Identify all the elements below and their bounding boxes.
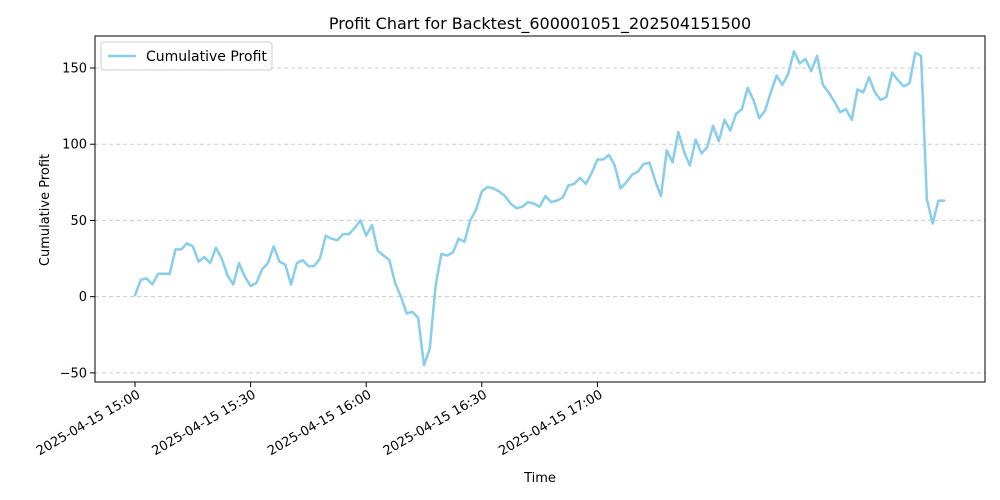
plot-frame [94, 35, 986, 383]
x-tick-label: 2025-04-15 15:30 [150, 387, 259, 459]
x-tick-label: 2025-04-15 16:00 [265, 387, 374, 459]
gridlines [95, 67, 985, 374]
x-tick-label: 2025-04-15 17:00 [496, 387, 605, 459]
x-axis: 2025-04-15 15:00 2025-04-15 15:30 2025-04-… [34, 382, 605, 459]
x-tick-label: 2025-04-15 15:00 [34, 387, 143, 459]
y-axis: −50 0 50 100 150 [60, 62, 95, 381]
y-axis-label: Cumulative Profit [38, 154, 53, 266]
y-tick-label: 0 [79, 290, 87, 305]
x-axis-label: Time [523, 471, 556, 486]
y-tick-label: 50 [70, 214, 87, 229]
y-tick-label: −50 [60, 366, 87, 381]
y-tick-label: 150 [62, 62, 87, 77]
legend: Cumulative Profit [100, 41, 273, 71]
chart-title: Profit Chart for Backtest_600001051_2025… [329, 14, 751, 34]
x-tick-label: 2025-04-15 16:30 [381, 387, 490, 459]
y-tick-label: 100 [62, 138, 87, 153]
series-line-cumulative-profit [133, 49, 946, 367]
legend-box [100, 41, 273, 71]
series-group [133, 49, 946, 367]
legend-label: Cumulative Profit [146, 49, 267, 65]
